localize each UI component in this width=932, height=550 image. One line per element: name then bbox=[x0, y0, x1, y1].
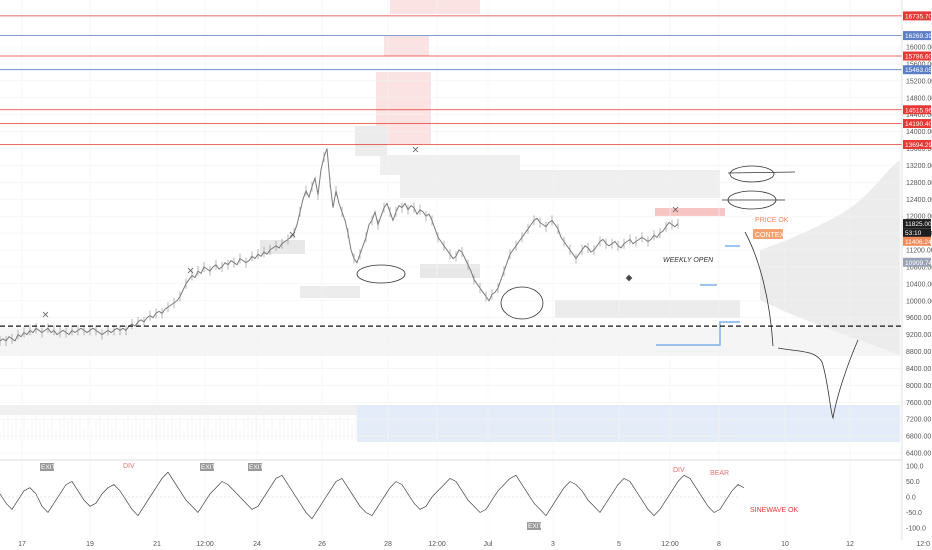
price-axis[interactable]: 16000.00 15600.00 15200.00 14800.00 14400.00… bbox=[906, 45, 932, 458]
price-tick-label: 14400.00 bbox=[906, 112, 932, 119]
context-label: CONTEXT bbox=[755, 232, 789, 239]
div-label: DIV bbox=[673, 467, 685, 474]
price-tick-label: 6800.00 bbox=[906, 434, 931, 441]
time-tick-label: 12:00 bbox=[661, 541, 679, 548]
time-tick-label: 17 bbox=[18, 541, 26, 548]
price-tick-label: 12000.00 bbox=[906, 214, 932, 221]
price-badge-label: 16735.70 bbox=[905, 13, 932, 20]
price-tick-label: 12400.00 bbox=[906, 197, 932, 204]
weekly-open-lines bbox=[656, 245, 740, 346]
price-badge: 14515.96 bbox=[903, 105, 932, 115]
time-tick-label: 12:0 bbox=[916, 541, 930, 548]
projection-path bbox=[777, 339, 859, 420]
oscillator-axis[interactable]: 100.0 50.0 0.0 -50.0 -100.0 bbox=[906, 464, 926, 533]
hand-drawn-annotations bbox=[356, 165, 859, 420]
circle-drawing bbox=[356, 264, 406, 284]
price-tick-label: 9600.00 bbox=[906, 315, 931, 322]
price-badge: 14190.40 bbox=[903, 119, 932, 129]
price-badge: 53:10 bbox=[903, 228, 931, 238]
oscillator-series bbox=[0, 471, 745, 520]
price-tick-label: 8400.00 bbox=[906, 366, 931, 373]
projection-path bbox=[744, 231, 774, 347]
time-tick-label: 12:00 bbox=[196, 541, 214, 548]
time-tick-label: 28 bbox=[384, 541, 392, 548]
time-tick-label: 12:00 bbox=[428, 541, 446, 548]
circle-drawing bbox=[500, 286, 544, 320]
div-label: DIV bbox=[123, 463, 135, 470]
price-tick-label: 6400.00 bbox=[906, 451, 931, 458]
price-badge-label: 13694.29 bbox=[905, 142, 932, 149]
time-axis[interactable]: 17 19 21 12:00 24 26 28 12:00 Jul 3 5 12:00 8 10 12 12:… bbox=[18, 541, 930, 548]
weekly-open-label: WEEKLY OPEN bbox=[663, 257, 714, 264]
volume-background bbox=[0, 408, 737, 440]
price-ok-label: PRICE OK bbox=[755, 217, 789, 224]
price-tick-label: 15600.00 bbox=[906, 61, 932, 68]
price-badges: 16735.70 16269.39 15786.60 15463.05 14515.96… bbox=[903, 11, 932, 267]
svg-text:EXIT: EXIT bbox=[249, 464, 263, 471]
price-tick-label: 16000.00 bbox=[906, 45, 932, 52]
price-tick-label: 7600.00 bbox=[906, 400, 931, 407]
price-tick-label: 9200.00 bbox=[906, 332, 931, 339]
markers bbox=[42, 146, 679, 318]
time-tick-label: 12 bbox=[846, 541, 854, 548]
price-tick-label: 10400.00 bbox=[906, 281, 932, 288]
oscillator-tick-label: 0.0 bbox=[906, 495, 916, 502]
time-tick-label: 10 bbox=[781, 541, 789, 548]
time-tick-label: 24 bbox=[253, 541, 261, 548]
price-badge-label: 11825.00 bbox=[905, 221, 932, 228]
price-badge-label: 16269.39 bbox=[905, 33, 932, 40]
price-tick-label: 12800.00 bbox=[906, 180, 932, 187]
price-tick-label: 8800.00 bbox=[906, 349, 931, 356]
time-tick-label: 5 bbox=[617, 541, 621, 548]
price-badge: 11406.24 bbox=[903, 236, 932, 246]
price-tick-label: 13200.00 bbox=[906, 163, 932, 170]
price-tick-label: 7200.00 bbox=[906, 417, 931, 424]
price-badge-label: 11406.24 bbox=[905, 239, 932, 246]
price-badge-label: 53:10 bbox=[905, 230, 922, 237]
price-badge: 15463.05 bbox=[903, 65, 932, 75]
svg-text:EXIT: EXIT bbox=[41, 464, 55, 471]
price-badge-label: 10909.74 bbox=[905, 260, 932, 267]
time-tick-label: 3 bbox=[551, 541, 555, 548]
price-badge: 15786.60 bbox=[903, 51, 932, 61]
price-tick-label: 14000.00 bbox=[906, 129, 932, 136]
time-tick-label: 26 bbox=[318, 541, 326, 548]
price-badge-label: 14190.40 bbox=[905, 121, 932, 128]
price-tick-label: 10800.00 bbox=[906, 264, 932, 271]
bear-label: BEAR bbox=[710, 470, 729, 477]
svg-text:EXIT: EXIT bbox=[201, 464, 215, 471]
time-tick-label: 21 bbox=[153, 541, 161, 548]
time-tick-label: Jul bbox=[484, 541, 493, 548]
oscillator-tick-label: 100.0 bbox=[906, 464, 924, 471]
price-badge: 16269.39 bbox=[903, 31, 932, 41]
time-tick-label: 19 bbox=[86, 541, 94, 548]
price-tick-label: 15200.00 bbox=[906, 78, 932, 85]
context-badge bbox=[753, 229, 783, 239]
oscillator-tick-label: -50.0 bbox=[906, 510, 922, 517]
price-tick-label: 13600.00 bbox=[906, 146, 932, 153]
svg-text:EXIT: EXIT bbox=[528, 523, 542, 530]
price-tick-label: 11200.00 bbox=[906, 248, 932, 255]
price-tick-label: 10000.00 bbox=[906, 298, 932, 305]
price-badge: 11825.00 bbox=[903, 219, 932, 229]
price-badge: 16735.70 bbox=[903, 11, 932, 21]
exit-badges: EXIT EXIT EXIT EXIT bbox=[40, 463, 542, 530]
oscillator-tick-label: 50.0 bbox=[906, 479, 920, 486]
level-lines bbox=[0, 15, 902, 145]
price-series bbox=[0, 148, 679, 347]
price-badge-label: 15786.60 bbox=[905, 54, 932, 61]
circle-drawing bbox=[729, 165, 775, 183]
sinewave-ok-label: SINEWAVE OK bbox=[750, 507, 799, 514]
oscillator-tick-label: -100.0 bbox=[906, 526, 926, 533]
price-badge: 13694.29 bbox=[903, 140, 932, 150]
price-line bbox=[0, 148, 679, 342]
price-badge: 10909.74 bbox=[903, 257, 932, 267]
price-tick-label: 8000.00 bbox=[906, 383, 931, 390]
price-badge-label: 14515.96 bbox=[905, 107, 932, 114]
price-tick-label: 14800.00 bbox=[906, 95, 932, 102]
price-badge-label: 15463.05 bbox=[905, 67, 932, 74]
time-tick-label: 8 bbox=[717, 541, 721, 548]
